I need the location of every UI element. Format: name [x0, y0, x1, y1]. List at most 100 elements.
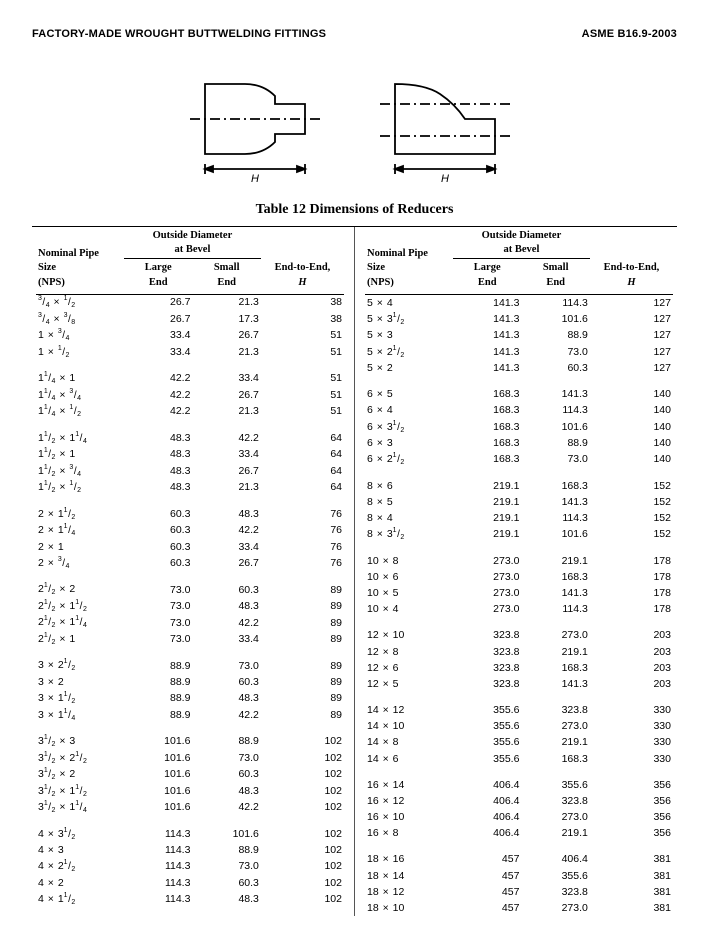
- large-end-cell: 273.0: [453, 553, 521, 569]
- nps-cell: 4 × 3: [36, 842, 124, 858]
- small-end-cell: 33.4: [192, 539, 260, 555]
- end-to-end-cell: 330: [590, 751, 673, 767]
- small-end-cell: 101.6: [521, 526, 589, 543]
- nps-cell: 16 × 14: [365, 777, 453, 793]
- end-to-end-cell: 381: [590, 868, 673, 884]
- large-end-cell: 73.0: [124, 614, 192, 631]
- small-end-cell: 60.3: [521, 360, 589, 376]
- large-end-cell: 141.3: [453, 327, 521, 343]
- nps-cell: 6 × 5: [365, 386, 453, 402]
- large-end-cell: 88.9: [124, 707, 192, 724]
- table-row: 3 × 21/288.973.089: [36, 657, 344, 674]
- end-to-end-cell: 330: [590, 734, 673, 750]
- nps-cell: 1 × 1/2: [36, 344, 124, 361]
- table-row: 5 × 2141.360.3127: [365, 360, 673, 376]
- nps-cell: 16 × 8: [365, 825, 453, 841]
- table-row: 21/2 × 173.033.489: [36, 631, 344, 648]
- group-gap: [36, 816, 344, 826]
- end-to-end-cell: 51: [261, 327, 344, 344]
- reducer-diagrams: H H: [32, 64, 677, 184]
- group-gap: [36, 571, 344, 581]
- nps-cell: 21/2 × 11/2: [36, 598, 124, 615]
- nps-cell: 6 × 4: [365, 402, 453, 418]
- table-row: 14 × 6355.6168.3330: [365, 751, 673, 767]
- large-end-cell: 101.6: [124, 733, 192, 750]
- nps-cell: 8 × 31/2: [365, 526, 453, 543]
- table-row: 11/2 × 148.333.464: [36, 446, 344, 463]
- nps-cell: 6 × 31/2: [365, 419, 453, 436]
- nps-cell: 5 × 3: [365, 327, 453, 343]
- table-row: 16 × 8406.4219.1356: [365, 825, 673, 841]
- nps-cell: 21/2 × 11/4: [36, 614, 124, 631]
- large-end-cell: 273.0: [453, 601, 521, 617]
- end-to-end-cell: 203: [590, 644, 673, 660]
- table-row: 5 × 31/2141.3101.6127: [365, 311, 673, 328]
- large-end-cell: 219.1: [453, 526, 521, 543]
- end-to-end-cell: 152: [590, 478, 673, 494]
- end-to-end-cell: 178: [590, 569, 673, 585]
- end-to-end-cell: 64: [261, 479, 344, 496]
- nps-cell: 5 × 21/2: [365, 344, 453, 361]
- small-end-cell: 48.3: [192, 783, 260, 800]
- end-to-end-cell: 51: [261, 403, 344, 420]
- end-to-end-cell: 356: [590, 793, 673, 809]
- large-end-cell: 114.3: [124, 891, 192, 908]
- table-row: 12 × 5323.8141.3203: [365, 676, 673, 692]
- end-to-end-cell: 102: [261, 826, 344, 843]
- table-row: 12 × 6323.8168.3203: [365, 660, 673, 676]
- table-row: 4 × 31/2114.3101.6102: [36, 826, 344, 843]
- large-end-cell: 457: [453, 851, 521, 867]
- left-column: Nominal Pipe Size (NPS) Outside Diameter…: [32, 227, 355, 916]
- end-to-end-cell: 102: [261, 783, 344, 800]
- small-end-cell: 406.4: [521, 851, 589, 867]
- table-row: 21/2 × 11/473.042.289: [36, 614, 344, 631]
- large-end-cell: 114.3: [124, 842, 192, 858]
- small-end-cell: 114.3: [521, 294, 589, 311]
- end-to-end-cell: 127: [590, 360, 673, 376]
- small-end-cell: 141.3: [521, 676, 589, 692]
- nps-cell: 4 × 21/2: [36, 858, 124, 875]
- table-row: 1 × 1/233.421.351: [36, 344, 344, 361]
- nps-cell: 2 × 11/4: [36, 522, 124, 539]
- end-to-end-cell: 356: [590, 777, 673, 793]
- nps-cell: 5 × 2: [365, 360, 453, 376]
- small-end-cell: 60.3: [192, 581, 260, 598]
- nps-cell: 1 × 3/4: [36, 327, 124, 344]
- end-to-end-cell: 203: [590, 660, 673, 676]
- small-end-cell: 323.8: [521, 702, 589, 718]
- nps-cell: 12 × 6: [365, 660, 453, 676]
- end-to-end-cell: 330: [590, 718, 673, 734]
- nps-cell: 16 × 10: [365, 809, 453, 825]
- small-end-cell: 219.1: [521, 553, 589, 569]
- nps-cell: 14 × 10: [365, 718, 453, 734]
- large-end-cell: 60.3: [124, 522, 192, 539]
- group-gap: [365, 376, 673, 386]
- small-end-cell: 26.7: [192, 555, 260, 572]
- small-end-cell: 141.3: [521, 585, 589, 601]
- end-to-end-cell: 127: [590, 294, 673, 311]
- left-thead: Nominal Pipe Size (NPS) Outside Diameter…: [36, 227, 344, 294]
- nps-cell: 10 × 8: [365, 553, 453, 569]
- small-end-cell: 101.6: [521, 311, 589, 328]
- large-end-cell: 355.6: [453, 702, 521, 718]
- large-end-cell: 101.6: [124, 799, 192, 816]
- right-thead: Nominal Pipe Size (NPS) Outside Diameter…: [365, 227, 673, 294]
- end-to-end-cell: 38: [261, 294, 344, 311]
- end-to-end-cell: 89: [261, 598, 344, 615]
- large-end-cell: 26.7: [124, 294, 192, 311]
- small-end-cell: 219.1: [521, 644, 589, 660]
- table-row: 12 × 8323.8219.1203: [365, 644, 673, 660]
- small-end-cell: 101.6: [192, 826, 260, 843]
- small-end-cell: 101.6: [521, 419, 589, 436]
- table-row: 18 × 14457355.6381: [365, 868, 673, 884]
- nps-cell: 8 × 4: [365, 510, 453, 526]
- end-to-end-cell: 76: [261, 522, 344, 539]
- table-row: 14 × 12355.6323.8330: [365, 702, 673, 718]
- table-row: 10 × 8273.0219.1178: [365, 553, 673, 569]
- nps-cell: 3 × 11/2: [36, 690, 124, 707]
- table-row: 2 × 11/260.348.376: [36, 506, 344, 523]
- small-end-cell: 168.3: [521, 660, 589, 676]
- group-gap: [36, 360, 344, 370]
- large-end-cell: 406.4: [453, 809, 521, 825]
- small-end-cell: 21.3: [192, 479, 260, 496]
